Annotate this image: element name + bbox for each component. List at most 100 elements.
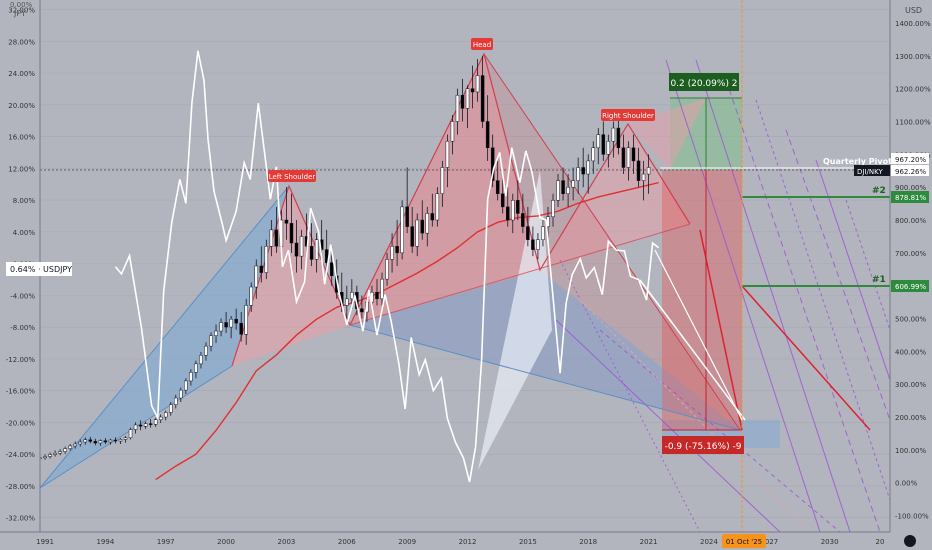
lower-projection-wedge bbox=[350, 270, 740, 430]
measure-up-box bbox=[669, 73, 739, 91]
candle bbox=[93, 438, 98, 446]
usdjpy-tag[interactable]: 0.64% · USDJPY bbox=[6, 262, 72, 276]
right-shoulder-zone bbox=[540, 124, 690, 270]
candle bbox=[420, 200, 424, 240]
candle bbox=[214, 324, 218, 343]
candle-body bbox=[395, 246, 399, 254]
candle-body bbox=[294, 242, 299, 257]
candle-body bbox=[526, 226, 530, 240]
candle bbox=[410, 206, 414, 253]
candle-body bbox=[576, 167, 580, 181]
dji-nky-value-box bbox=[891, 165, 929, 176]
candle-body bbox=[204, 345, 208, 356]
crosshair-date-tag: 01 Oct '25 bbox=[722, 534, 766, 548]
candle-body bbox=[410, 226, 414, 247]
candle bbox=[475, 59, 480, 102]
candle-body bbox=[199, 355, 203, 365]
measure-down-label: -0.9 (-75.16%) -9 bbox=[662, 436, 744, 454]
candle bbox=[571, 167, 575, 201]
right-tick-label: -100.00% bbox=[895, 513, 929, 521]
right-tick-label: 1200.00% bbox=[895, 86, 931, 94]
candle-body bbox=[591, 147, 596, 162]
candle bbox=[435, 187, 440, 227]
target-2-value-box bbox=[891, 191, 929, 203]
candle bbox=[309, 223, 314, 266]
candle-body bbox=[435, 193, 440, 221]
candle bbox=[400, 200, 404, 260]
left-tick-label: 4.00% bbox=[13, 229, 36, 237]
candle bbox=[536, 233, 540, 260]
left-tick-label: -20.00% bbox=[6, 419, 36, 427]
candle bbox=[73, 441, 77, 449]
candle-body bbox=[274, 229, 279, 247]
right-shoulder-box bbox=[601, 109, 655, 121]
target-1-value-box bbox=[891, 280, 929, 292]
candle-body bbox=[350, 292, 354, 300]
candle-body bbox=[480, 75, 485, 122]
left-shoulder-zone bbox=[232, 186, 350, 366]
candle bbox=[88, 436, 93, 444]
candle bbox=[179, 387, 183, 402]
candle-body bbox=[153, 419, 158, 425]
candle-body bbox=[103, 440, 108, 443]
red-channel-line bbox=[741, 285, 871, 431]
candle-body bbox=[249, 286, 253, 306]
channel-line bbox=[695, 59, 851, 533]
candle-body bbox=[485, 121, 490, 149]
right-tick-label: 1100.00% bbox=[895, 119, 931, 127]
candle-body bbox=[586, 160, 590, 175]
candle-body bbox=[345, 298, 349, 306]
candle bbox=[78, 439, 82, 447]
candle bbox=[269, 220, 274, 257]
target-1-label: #1 bbox=[872, 275, 886, 285]
channel-line bbox=[665, 59, 821, 533]
right-tick-label: 700.00% bbox=[895, 250, 926, 258]
channel-line bbox=[555, 319, 781, 533]
candle bbox=[123, 436, 128, 443]
candle-body bbox=[455, 94, 460, 122]
target-1-tag: #1 606.99% bbox=[872, 275, 929, 292]
candle-body bbox=[214, 330, 218, 336]
measure-up-text: 0.2 (20.09%) 2 bbox=[670, 79, 737, 89]
candle-body bbox=[390, 246, 394, 260]
quarterly-pivot-label: Quarterly Pivot bbox=[823, 157, 892, 166]
candle bbox=[470, 65, 475, 109]
target-2-tag: #2 878.81% bbox=[872, 186, 929, 203]
channel-line bbox=[559, 259, 701, 533]
candle-body bbox=[209, 335, 213, 347]
head-box bbox=[471, 38, 493, 50]
candle-body bbox=[219, 322, 223, 332]
candle bbox=[299, 229, 304, 270]
right-tick-label: 100.00% bbox=[895, 447, 926, 455]
moving-average-line bbox=[155, 181, 659, 481]
candle bbox=[445, 134, 450, 188]
candle-body bbox=[138, 424, 143, 427]
candle-body bbox=[415, 219, 419, 247]
candle bbox=[249, 282, 253, 312]
right-shoulder-text: Right Shoulder bbox=[602, 112, 654, 120]
candle bbox=[485, 95, 490, 161]
candle-body bbox=[118, 439, 123, 442]
candle bbox=[616, 118, 621, 155]
candle-body bbox=[626, 147, 631, 168]
candle bbox=[511, 193, 515, 234]
candle bbox=[264, 239, 269, 280]
candle bbox=[390, 233, 394, 273]
x-tick-label: 2006 bbox=[338, 538, 356, 546]
right-tick-label: 300.00% bbox=[895, 381, 926, 389]
candle bbox=[430, 193, 435, 227]
candle-body bbox=[596, 134, 601, 149]
candle-body bbox=[189, 372, 193, 382]
settings-icon[interactable] bbox=[904, 535, 916, 547]
dji-nky-tag-box bbox=[854, 165, 890, 176]
candle bbox=[611, 121, 616, 158]
dji-nky-tag-text: DJI/NKY bbox=[857, 168, 883, 176]
candle-body bbox=[490, 147, 495, 181]
downward-projection-zone bbox=[662, 170, 742, 430]
candle bbox=[224, 311, 228, 333]
candle-body bbox=[148, 423, 153, 425]
candle bbox=[169, 401, 173, 416]
candle bbox=[480, 55, 485, 129]
candle bbox=[234, 308, 238, 330]
